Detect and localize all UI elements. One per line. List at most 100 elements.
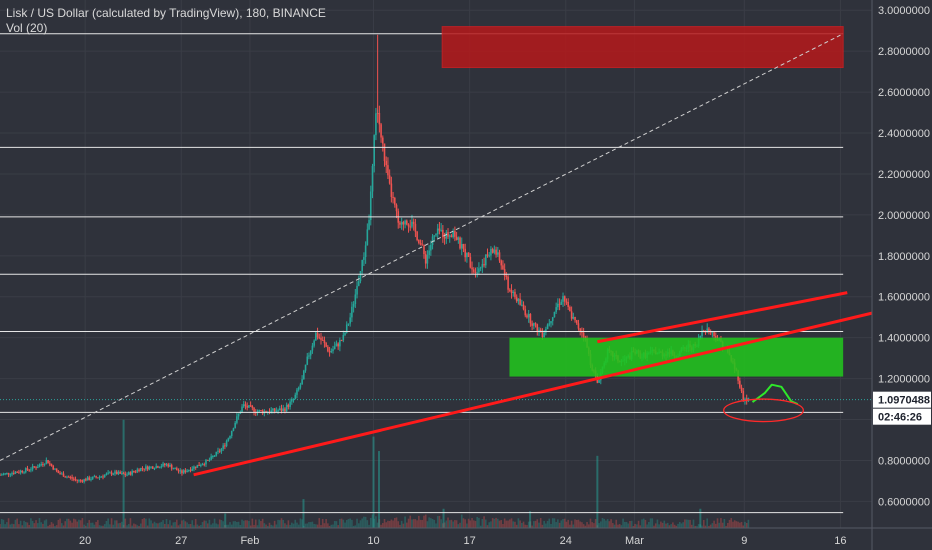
volume-bar [215,523,218,528]
volume-bar [649,518,652,528]
candle-body [509,289,511,291]
candle-body [416,231,418,241]
volume-bar [380,524,382,528]
volume-bar [165,519,168,528]
countdown-tag-text: 02:46:26 [878,412,922,424]
volume-bar [550,523,552,528]
volume-bar [91,522,94,528]
volume-bar [493,518,496,528]
candle-body [713,332,715,337]
volume-bar [395,517,398,528]
candle-body [459,237,461,249]
candle-body [24,468,27,473]
candle-body [311,345,314,351]
volume-bar [551,518,554,528]
volume-bar [242,520,245,528]
volume-bar [603,518,606,528]
candle-body [447,232,449,237]
candle-body [260,410,262,412]
volume-bar [675,525,678,528]
candle-body [98,476,101,478]
volume-bar [608,521,611,528]
volume-bar [236,521,238,528]
volume-bar [0,524,1,528]
candle-body [76,479,79,481]
volume-bar [339,518,341,528]
volume-bar [249,525,252,528]
time-tick-label: 17 [464,535,476,547]
candle-body [541,332,544,338]
volume-bar [26,522,29,528]
candle-body [121,472,123,474]
volume-bar [67,518,70,528]
volume-bar [263,523,266,528]
candle-body [421,244,424,246]
volume-bar [586,522,588,528]
volume-bar [524,524,527,528]
volume-bar [153,521,156,528]
candle-body [388,175,391,184]
symbol-title[interactable]: Lisk / US Dollar (calculated by TradingV… [6,6,326,20]
volume-bar [426,521,429,528]
candle-body [134,471,137,473]
green-support-zone [509,337,844,377]
candle-body [551,317,554,322]
candle-body [174,468,176,470]
candle-body [62,473,65,477]
candle-body [153,468,156,470]
candle-body [43,463,46,465]
candle-body [225,440,228,446]
volume-bar [368,524,370,528]
volume-bar [256,525,259,528]
volume-bar [711,523,714,528]
candle-body [426,254,429,264]
volume-bar [563,518,566,528]
last-price-tag-text: 1.0970488 [878,395,930,407]
candle-body [200,465,202,467]
volume-bar [342,519,345,528]
volume-bar [651,518,654,528]
volume-bar [114,520,116,528]
volume-bar [462,518,465,528]
candle-body [327,346,329,352]
candle-body [555,307,557,312]
candle-body [21,470,24,473]
candle-body [234,422,236,429]
volume-bar [232,521,235,528]
price-tick-label: 0.6000000 [878,496,930,508]
volume-bar [560,520,563,528]
volume-bar [383,518,386,528]
volume-bar [217,524,219,528]
candle-body [467,252,470,257]
volume-bar [6,522,8,528]
volume-bar [66,518,68,528]
volume-bar [587,524,590,528]
volume-bar [660,521,662,528]
volume-bar [316,524,319,528]
volume-indicator-label[interactable]: Vol (20) [6,21,48,35]
volume-bar [622,518,624,528]
volume-bar [574,519,576,528]
candle-body [18,472,20,474]
candle-body [557,303,559,308]
volume-bar [498,520,501,528]
candle-body [337,343,339,347]
candle-body [460,244,463,249]
volume-bar [340,518,343,528]
candle-body [138,469,140,472]
volume-bar [98,525,101,528]
candle-body [48,463,51,465]
candle-body [176,468,178,471]
candle-body [205,459,207,465]
volume-bar [591,522,594,528]
candle-body [203,464,206,466]
candle-body [345,324,348,333]
volume-bar [443,522,446,528]
volume-bar [18,524,20,528]
candle-body [351,306,353,318]
volume-bar [134,524,137,528]
volume-bar [277,519,279,528]
volume-bar [612,523,614,528]
